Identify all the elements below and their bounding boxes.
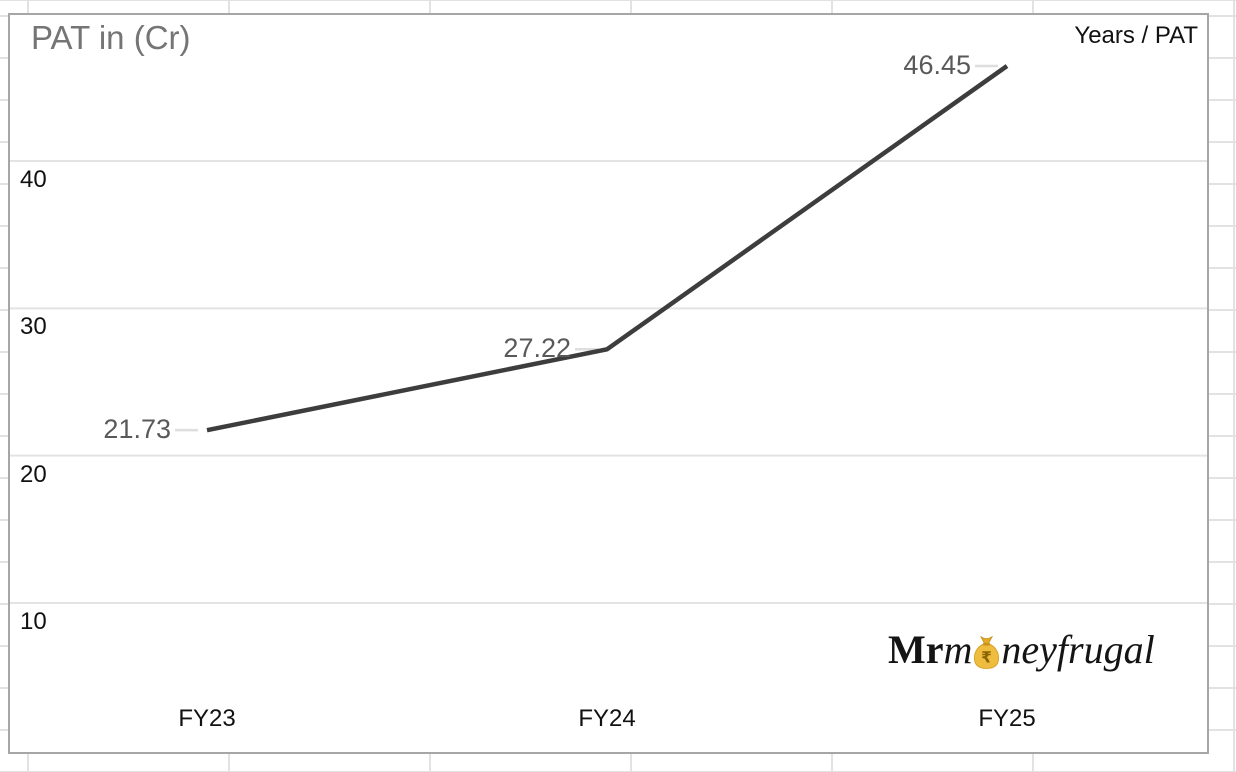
line-chart-plot [10, 64, 1207, 604]
y-axis-tick-label: 20 [20, 460, 47, 488]
chart-card[interactable]: PAT in (Cr) Years / PAT Mrm ₹ neyfrugal … [8, 13, 1209, 754]
money-bag-knot [980, 635, 994, 645]
data-label: 21.73 [103, 414, 171, 445]
watermark-text-italic-post: neyfrugal [1001, 627, 1155, 672]
money-bag-tie [983, 642, 991, 646]
watermark-text-bold: Mr [888, 627, 944, 672]
rupee-symbol: ₹ [982, 648, 993, 666]
chart-title: PAT in (Cr) [31, 19, 191, 56]
y-axis-tick-label: 40 [20, 166, 47, 193]
x-axis-label: FY23 [178, 705, 236, 732]
data-label: 27.22 [503, 333, 571, 364]
x-axis-label: FY24 [578, 705, 636, 732]
money-bag-icon: ₹ [974, 635, 1000, 669]
y-axis-tick-label: 10 [20, 608, 47, 635]
data-label: 46.45 [903, 49, 971, 80]
y-axis-tick-label: 30 [20, 313, 47, 341]
watermark-text-italic-pre: m [943, 627, 973, 672]
legend-label: Years / PAT [1074, 22, 1198, 49]
watermark-logo: Mrm ₹ neyfrugal [888, 627, 1155, 673]
pat-series-line [206, 64, 1009, 433]
money-bag-body [974, 643, 1000, 669]
x-axis-label: FY25 [978, 705, 1036, 732]
